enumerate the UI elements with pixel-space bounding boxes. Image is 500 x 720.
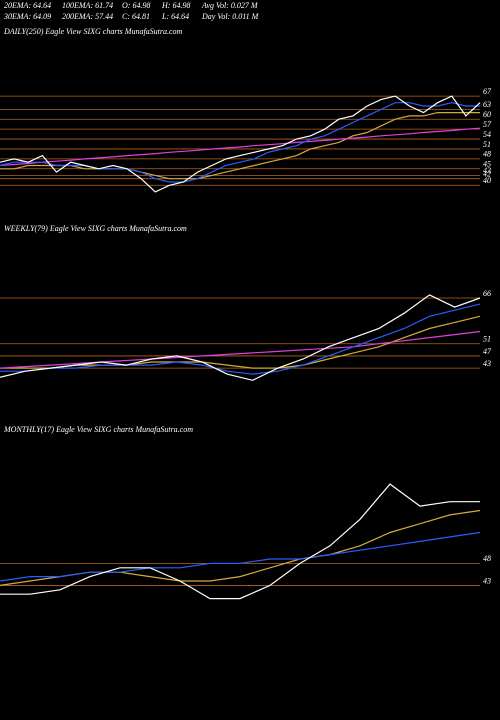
stat: O: 64.98 [122,1,150,10]
stat: H: 64.98 [161,1,190,10]
y-tick-label: 60 [483,110,491,119]
y-tick-label: 67 [483,87,492,96]
y-tick-label: 45 [483,160,491,169]
stat: Day Vol: 0.011 M [201,12,260,21]
price-line [0,95,481,193]
y-tick-label: 40 [483,176,491,185]
y-tick-label: 48 [483,150,491,159]
stat: 20EMA: 64.64 [4,1,51,10]
y-tick-label: 43 [483,166,491,175]
price-line [0,127,481,167]
y-tick-label: 54 [483,130,491,139]
panel-title: MONTHLY(17) Eagle View SIXG charts Munaf… [3,425,193,434]
y-tick-label: 47 [483,347,492,356]
y-tick-label: 43 [483,576,491,585]
y-tick-label: 63 [483,100,491,109]
y-tick-label: 57 [483,120,492,129]
stat: 30EMA: 64.09 [3,12,51,21]
price-line [0,294,481,381]
stat: 200EMA: 57.44 [62,12,113,21]
stat: C: 64.81 [122,12,150,21]
y-tick-label: 43 [483,359,491,368]
price-line [0,102,480,183]
price-line [0,483,480,600]
stat: Avg Vol: 0.027 M [201,1,259,10]
stat: 100EMA: 61.74 [62,1,113,10]
y-tick-label: 42 [483,170,491,179]
panel-title: DAILY(250) Eagle View SIXG charts Munafa… [3,27,183,36]
stat: L: 64.64 [161,12,189,21]
price-line [0,330,481,369]
y-tick-label: 66 [483,289,491,298]
panel-title: WEEKLY(79) Eagle View SIXG charts Munafa… [4,224,187,233]
y-tick-label: 51 [483,335,491,344]
price-line [0,303,481,375]
price-line [0,531,481,582]
price-line [0,112,480,180]
y-tick-label: 51 [483,140,491,149]
y-tick-label: 48 [483,554,491,563]
